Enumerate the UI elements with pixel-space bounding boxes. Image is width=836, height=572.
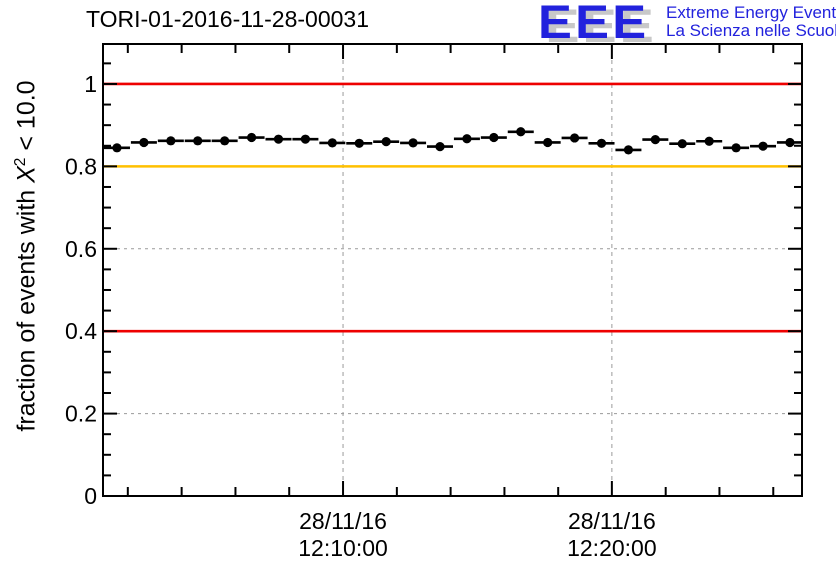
data-point <box>246 132 257 143</box>
data-point <box>731 143 741 153</box>
data-point <box>273 134 284 144</box>
data-point <box>166 136 176 146</box>
data-point <box>462 134 472 144</box>
data-point <box>327 138 337 148</box>
data-point <box>300 134 311 144</box>
data-point <box>650 134 660 145</box>
data-point <box>596 138 607 148</box>
x-axis-tick-label-date: 28/11/16 <box>299 508 387 534</box>
y-axis-tick-label: 0.2 <box>65 401 97 427</box>
data-point <box>704 136 714 146</box>
x-axis-tick-label-date: 28/11/16 <box>568 508 656 534</box>
eee-logo-tagline: Extreme Energy Events La Scienza nelle S… <box>666 4 836 40</box>
data-point <box>112 143 122 153</box>
y-axis-tick-label: 0.8 <box>65 153 97 179</box>
data-point <box>381 137 391 147</box>
data-point <box>758 141 768 151</box>
data-point <box>408 138 418 148</box>
y-axis-tick-label: 0.4 <box>65 318 97 344</box>
x-axis-tick-label-time: 12:10:00 <box>298 535 388 561</box>
y-axis-tick-label: 0 <box>84 483 97 509</box>
eee-logo: EEE Extreme Energy Events La Scienza nel… <box>536 0 836 48</box>
data-point <box>785 137 795 148</box>
data-point <box>516 127 526 137</box>
data-point <box>623 145 634 155</box>
data-point <box>677 139 687 149</box>
eee-logo-tagline-line1: Extreme Energy Events <box>666 3 836 22</box>
eee-logo-tagline-line2: La Scienza nelle Scuole <box>666 21 836 40</box>
y-axis-tick-label: 0.6 <box>65 236 97 262</box>
eee-logo-monogram: EEE <box>538 0 650 48</box>
chart-title: TORI-01-2016-11-28-00031 <box>86 6 369 32</box>
data-point <box>193 136 203 146</box>
data-point <box>569 133 580 143</box>
data-point <box>435 141 445 152</box>
plot-frame <box>102 43 803 497</box>
data-point <box>543 137 553 148</box>
data-point <box>354 138 364 148</box>
data-point <box>489 132 499 143</box>
data-point <box>220 136 230 146</box>
x-axis-tick-label-time: 12:20:00 <box>567 535 657 561</box>
data-point <box>139 137 149 148</box>
y-axis-tick-label: 1 <box>84 71 97 97</box>
